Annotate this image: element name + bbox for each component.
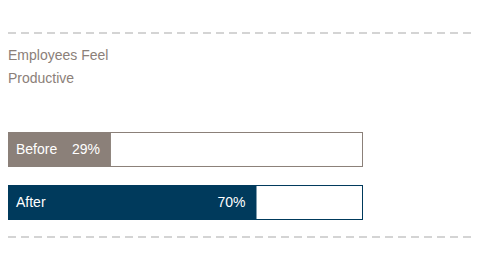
chart: Employees Feel Productive Before After 29% 70… (0, 0, 480, 270)
bar (8, 132, 111, 167)
title-line: Employees Feel (8, 47, 108, 63)
range-frame (9, 186, 363, 220)
title: Employees Feel Productive (8, 47, 108, 86)
range-frames (9, 133, 363, 220)
bars (8, 132, 257, 220)
data-label: 29% (72, 141, 100, 157)
range-frame (9, 133, 363, 167)
bar (8, 185, 257, 220)
title-line: Productive (8, 70, 74, 86)
category-label: After (16, 194, 46, 210)
labels: Before After 29% 70% (16, 141, 246, 210)
data-label: 70% (217, 194, 245, 210)
bottom-rule (8, 237, 476, 238)
top-rule (8, 33, 476, 34)
category-label: Before (16, 141, 57, 157)
